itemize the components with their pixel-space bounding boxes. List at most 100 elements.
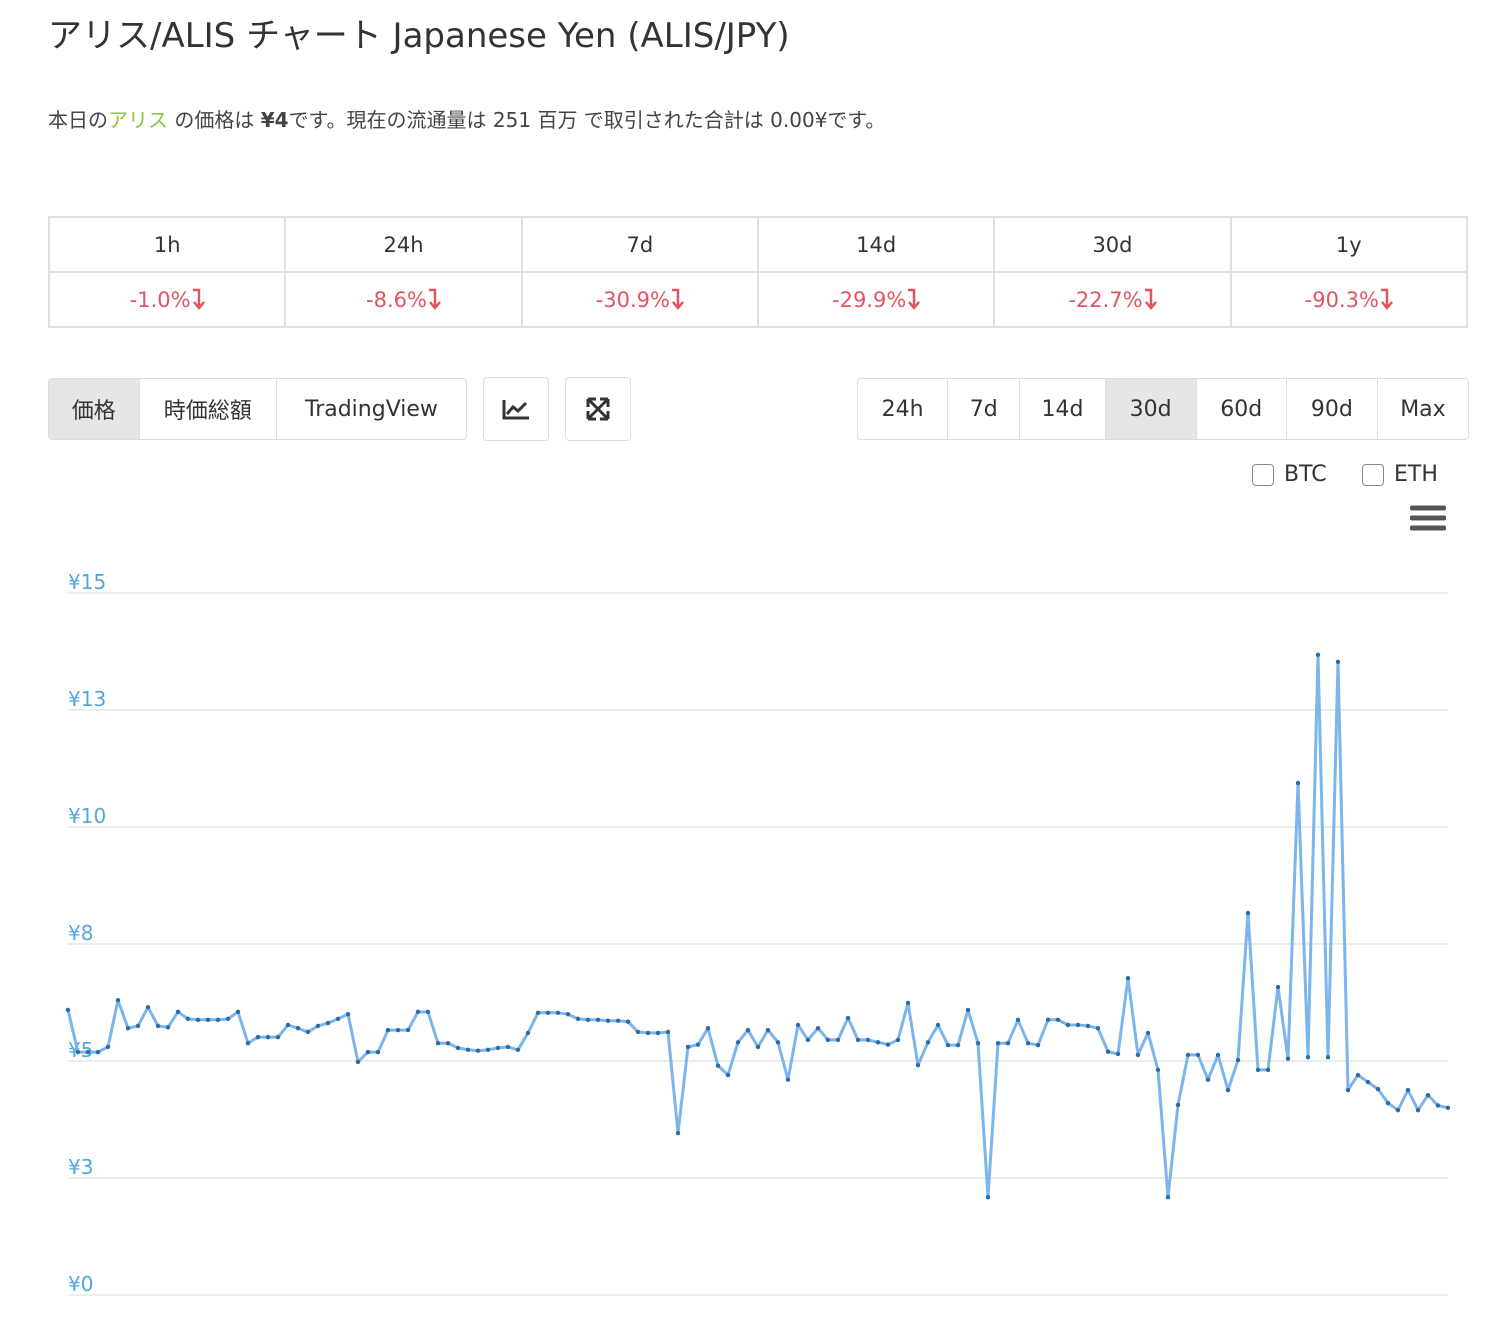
coin-link[interactable]: アリス	[108, 108, 168, 132]
y-tick-label: ¥15	[68, 570, 106, 594]
price-point	[1425, 1092, 1431, 1098]
price-point	[995, 1041, 1001, 1046]
price-point	[1255, 1067, 1261, 1073]
price: ¥4	[260, 108, 289, 132]
range-button[interactable]: 60d	[1197, 379, 1287, 439]
line-chart-button[interactable]	[483, 377, 549, 441]
price-point	[1415, 1107, 1421, 1113]
price-point	[135, 1023, 141, 1029]
price-point	[1245, 910, 1251, 916]
change-value: -8.6%	[366, 287, 427, 312]
tab-button[interactable]: 価格	[49, 379, 140, 439]
price-point	[1095, 1026, 1101, 1031]
y-tick-label: ¥5	[68, 1038, 93, 1062]
price-point	[1145, 1030, 1151, 1036]
price-point	[275, 1034, 281, 1040]
price-point	[775, 1040, 781, 1045]
range-button[interactable]: 7d	[948, 379, 1021, 439]
change-cell: -8.6%	[284, 271, 523, 328]
range-button[interactable]: 14d	[1020, 379, 1106, 439]
price-point	[215, 1017, 221, 1023]
range-group: 24h 7d 14d 30d 60d 90d Max	[857, 378, 1469, 440]
price-point	[265, 1034, 271, 1040]
price-point	[665, 1029, 671, 1035]
price-line	[66, 653, 1449, 1199]
price-point	[755, 1044, 761, 1050]
price-point	[1065, 1022, 1071, 1028]
price-point	[1045, 1017, 1051, 1023]
price-point	[295, 1026, 301, 1031]
price-point	[175, 1009, 181, 1015]
menu-button[interactable]	[1410, 504, 1446, 532]
price-point	[75, 1049, 81, 1055]
period-header: 1h	[47, 216, 287, 273]
fullscreen-button[interactable]	[565, 377, 631, 441]
price-point	[865, 1037, 871, 1043]
price-point	[905, 1000, 911, 1006]
price-point	[535, 1010, 541, 1015]
change-cell: -90.3%	[1229, 271, 1469, 328]
price-point	[505, 1044, 511, 1050]
price-point	[785, 1077, 791, 1082]
change-cell: -1.0%	[47, 271, 287, 328]
price-point	[1285, 1056, 1291, 1061]
price-point	[495, 1045, 501, 1051]
icon	[586, 397, 610, 421]
price-point	[965, 1007, 971, 1013]
price-point	[95, 1049, 101, 1055]
period-header: 24h	[284, 216, 523, 273]
price-point	[805, 1037, 811, 1043]
range-button[interactable]: 90d	[1287, 379, 1378, 439]
price-point	[185, 1016, 191, 1022]
price-point	[205, 1017, 211, 1023]
icon	[502, 400, 529, 420]
price-point	[1115, 1051, 1121, 1057]
page-title: アリス/ALIS チャート Japanese Yen (ALIS/JPY)	[48, 16, 790, 56]
price-point	[845, 1015, 851, 1021]
range-button[interactable]: 30d	[1105, 379, 1197, 439]
price-point	[1325, 1055, 1331, 1060]
checkbox[interactable]	[1362, 463, 1384, 486]
price-point	[945, 1042, 951, 1048]
price-point	[1165, 1194, 1171, 1200]
range-button[interactable]: 24h	[858, 379, 949, 439]
price-point	[795, 1022, 801, 1028]
compare-btc[interactable]: BTC	[1252, 462, 1327, 487]
period-header: 7d	[520, 216, 759, 273]
tab-group: 価格 時価総額 TradingView	[48, 378, 467, 440]
price-point	[885, 1042, 891, 1047]
range-button[interactable]: Max	[1400, 396, 1446, 422]
down-arrow	[908, 288, 921, 310]
price-point	[1005, 1041, 1011, 1046]
price-point	[465, 1047, 471, 1052]
price-point	[1235, 1057, 1241, 1063]
price-point	[485, 1047, 491, 1052]
down-arrow	[1144, 288, 1157, 310]
price-point	[985, 1194, 991, 1200]
price-point	[575, 1016, 581, 1022]
price-point	[835, 1037, 841, 1043]
checkbox[interactable]	[1252, 463, 1274, 486]
y-tick-label: ¥10	[68, 804, 106, 828]
price-point	[1035, 1042, 1041, 1048]
price-point	[225, 1016, 231, 1022]
summary-text: の価格は	[168, 108, 261, 132]
price-point	[625, 1019, 631, 1024]
price-point	[255, 1034, 261, 1040]
price-point	[515, 1047, 521, 1052]
price-point	[315, 1023, 321, 1029]
price-point	[595, 1017, 601, 1023]
tab-button[interactable]: TradingView	[304, 396, 438, 422]
price-point	[65, 1007, 71, 1013]
compare-eth[interactable]: ETH	[1362, 462, 1438, 487]
price-point	[1025, 1041, 1031, 1046]
price-point	[895, 1037, 901, 1043]
price-point	[1315, 652, 1321, 657]
price-point	[285, 1022, 291, 1028]
price-point	[145, 1004, 151, 1010]
price-point	[475, 1048, 481, 1053]
tab-button[interactable]: 時価総額	[140, 379, 277, 439]
price-point	[1215, 1052, 1221, 1058]
price-point	[545, 1010, 551, 1015]
